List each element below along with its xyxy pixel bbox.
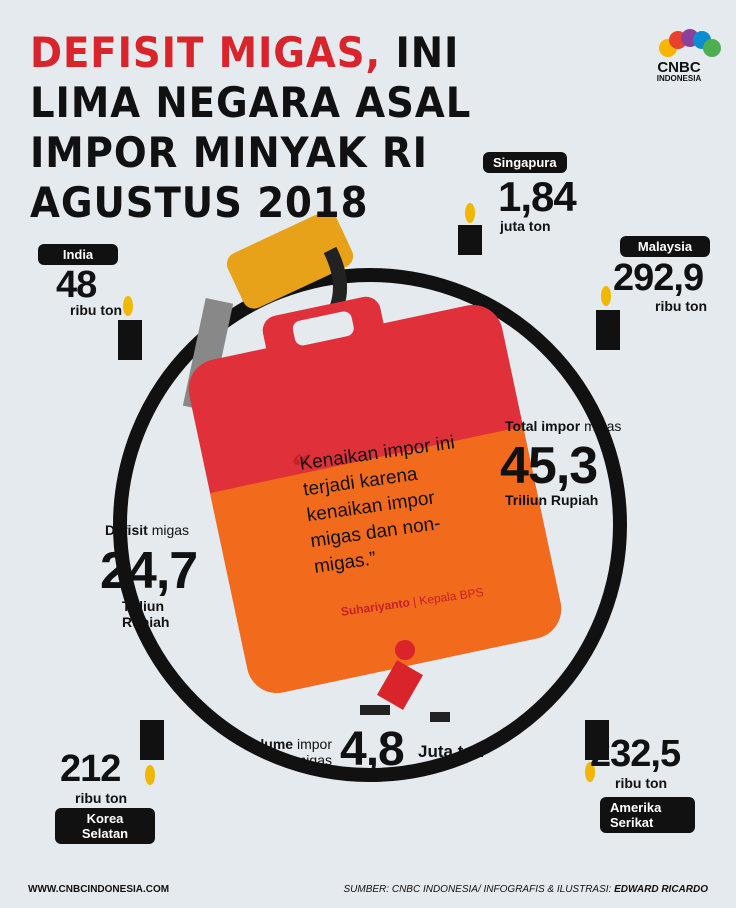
country-value: 292,9 xyxy=(613,257,704,299)
logo-name: CNBC xyxy=(657,59,701,76)
country-value: 48 xyxy=(56,264,97,306)
flames xyxy=(123,203,611,785)
title-line: IMPOR MINYAK RI xyxy=(30,128,428,177)
stat-label: volume impor migas xyxy=(240,736,332,768)
footer-credit: SUMBER: CNBC INDONESIA/ INFOGRAFIS & ILU… xyxy=(344,884,709,895)
stat-label-light: migas xyxy=(151,522,190,538)
stat-unit: Juta ton xyxy=(418,742,485,761)
country-name: Amerika Serikat xyxy=(600,797,695,833)
title-text: INI xyxy=(395,28,460,77)
stat-value: 45,3 xyxy=(500,437,598,495)
jerry-can xyxy=(188,296,562,693)
stat-label: Total impor migas xyxy=(505,418,621,434)
logo-peacock xyxy=(659,29,721,57)
stat-label-bold: volume xyxy=(244,736,294,752)
footer-website: WWW.CNBCINDONESIA.COM xyxy=(28,884,170,895)
stat-value: 4,8 xyxy=(340,723,405,776)
country-unit: ribu ton xyxy=(75,790,128,806)
title-line: LIMA NEGARA ASAL xyxy=(30,78,472,127)
title: DEFISIT MIGAS, INI LIMA NEGARA ASAL IMPO… xyxy=(30,28,471,228)
quote-text: Kenaikan impor ini terjadi karena kenaik… xyxy=(298,432,456,578)
stat-unit: Triliun Rupiah xyxy=(505,492,599,508)
footer-source: CNBC INDONESIA/ INFOGRAFIS & ILUSTRASI: xyxy=(391,884,612,895)
country-value: 1,84 xyxy=(498,173,577,220)
stat-value: 24,7 xyxy=(100,542,198,600)
stat-label-bold: Total impor xyxy=(505,418,581,434)
country-name: Korea Selatan xyxy=(55,808,155,844)
title-line: DEFISIT MIGAS, INI xyxy=(30,28,471,78)
country-unit: ribu ton xyxy=(655,298,708,314)
country-value: 232,5 xyxy=(590,733,681,775)
ring xyxy=(113,268,627,782)
quote-mark: “ xyxy=(292,446,310,486)
country-unit: ribu ton xyxy=(70,302,123,318)
stat-unit: Triliun Rupiah xyxy=(122,598,170,630)
country-name: India xyxy=(38,244,118,265)
logo: CNBC INDONESIA xyxy=(648,60,710,83)
stat-label-bold: Defisit xyxy=(105,522,148,538)
stat-label: Defisit migas xyxy=(105,522,189,538)
stat-label-light: migas xyxy=(584,418,622,434)
country-value: 212 xyxy=(60,748,121,790)
country-name: Malaysia xyxy=(620,236,710,257)
logo-sub: INDONESIA xyxy=(656,74,702,83)
footer-author: EDWARD RICARDO xyxy=(614,884,708,895)
ring-posts xyxy=(118,225,620,760)
country-unit: ribu ton xyxy=(615,775,668,791)
title-line: AGUSTUS 2018 xyxy=(30,178,369,227)
title-highlight: DEFISIT MIGAS, xyxy=(30,28,382,77)
stat-label-light: impor migas xyxy=(294,736,332,768)
country-unit: juta ton xyxy=(500,218,551,234)
country-name: Singapura xyxy=(483,152,567,173)
footer-source-label: SUMBER: xyxy=(343,884,390,895)
carrier-person xyxy=(360,640,450,722)
